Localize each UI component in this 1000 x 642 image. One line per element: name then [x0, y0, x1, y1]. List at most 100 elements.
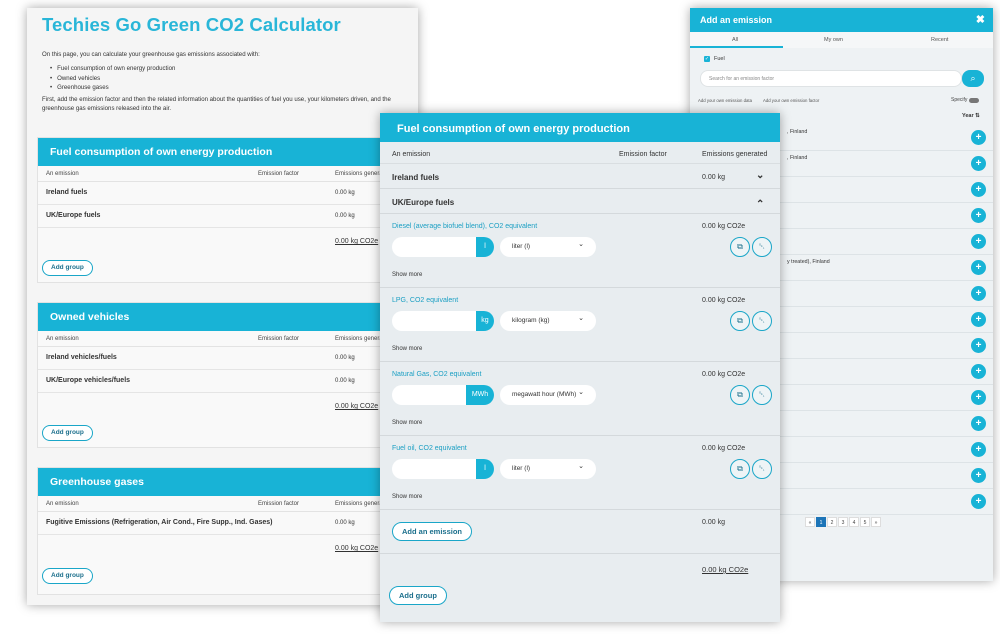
emission-name[interactable]: Fuel oil, CO2 equivalent	[392, 445, 467, 452]
group-title: Greenhouse gases	[38, 468, 408, 496]
page-prev[interactable]: «	[805, 517, 815, 527]
specify-toggle[interactable]: Specify	[951, 97, 980, 103]
search-icon[interactable]: ⌕	[962, 70, 984, 87]
page-next[interactable]: »	[871, 517, 881, 527]
add-group-button[interactable]: Add group	[42, 425, 93, 441]
add-group-button[interactable]: Add group	[42, 568, 93, 584]
quantity-input[interactable]	[392, 311, 494, 331]
page-2[interactable]: 2	[827, 517, 837, 527]
list-item[interactable]: +	[690, 177, 993, 203]
show-more-link[interactable]: Show more	[392, 272, 423, 278]
unit-badge: l	[476, 459, 494, 479]
add-own-data-link[interactable]: Add your own emission data	[698, 98, 752, 103]
tab-recent[interactable]: Recent	[931, 37, 949, 43]
quantity-input[interactable]	[392, 237, 494, 257]
intro-line: On this page, you can calculate your gre…	[42, 51, 260, 58]
column-header: An emission Emission factor Emissions ge…	[38, 166, 408, 182]
list-item[interactable]: y treated), Finland +	[690, 255, 993, 281]
add-icon[interactable]: +	[971, 260, 986, 275]
table-row[interactable]: UK/Europe vehicles/fuels 0.00 kg	[38, 370, 408, 393]
add-icon[interactable]: +	[971, 390, 986, 405]
page-5[interactable]: 5	[860, 517, 870, 527]
delete-icon[interactable]: ␡	[752, 385, 772, 405]
checkbox-icon[interactable]: ✓	[704, 56, 710, 62]
unit-select[interactable]: liter (l)	[500, 459, 596, 479]
list-item[interactable]: +	[690, 229, 993, 255]
list-item[interactable]: +	[690, 359, 993, 385]
unit-select[interactable]: kilogram (kg)	[500, 311, 596, 331]
table-row[interactable]: Ireland vehicles/fuels 0.00 kg	[38, 347, 408, 370]
show-more-link[interactable]: Show more	[392, 346, 423, 352]
table-row[interactable]: Fugitive Emissions (Refrigeration, Air C…	[38, 512, 408, 535]
unit-select[interactable]: liter (l)	[500, 237, 596, 257]
add-icon[interactable]: +	[971, 182, 986, 197]
list-item[interactable]: +	[690, 385, 993, 411]
add-icon[interactable]: +	[971, 442, 986, 457]
add-icon[interactable]: +	[971, 416, 986, 431]
show-more-link[interactable]: Show more	[392, 420, 423, 426]
list-item[interactable]: , Finland +	[690, 125, 993, 151]
list-item[interactable]: +	[690, 463, 993, 489]
list-item[interactable]: +	[690, 281, 993, 307]
table-row[interactable]: UK/Europe fuels 0.00 kg	[38, 205, 408, 228]
add-group-button[interactable]: Add group	[389, 586, 447, 605]
add-icon[interactable]: +	[971, 494, 986, 509]
add-icon[interactable]: +	[971, 338, 986, 353]
group-row-uk-europe[interactable]: UK/Europe fuels ⌃	[380, 189, 780, 214]
add-emission-row: Add an emission 0.00 kg	[380, 510, 780, 554]
list-item[interactable]: +	[690, 411, 993, 437]
chevron-up-icon[interactable]: ⌃	[756, 199, 765, 210]
page-4[interactable]: 4	[849, 517, 859, 527]
add-icon[interactable]: +	[971, 312, 986, 327]
col-factor: Emission factor	[258, 501, 300, 507]
emission-name[interactable]: Natural Gas, CO2 equivalent	[392, 371, 482, 378]
delete-icon[interactable]: ␡	[752, 237, 772, 257]
add-icon[interactable]: +	[971, 286, 986, 301]
add-own-factor-link[interactable]: Add your own emission factor	[762, 98, 820, 103]
add-icon[interactable]: +	[971, 234, 986, 249]
add-group-button[interactable]: Add group	[42, 260, 93, 276]
tab-my-own[interactable]: My own	[824, 37, 843, 43]
quantity-input[interactable]	[392, 459, 494, 479]
group-row-ireland[interactable]: Ireland fuels 0.00 kg ⌄	[380, 164, 780, 189]
show-more-link[interactable]: Show more	[392, 494, 423, 500]
delete-icon[interactable]: ␡	[752, 459, 772, 479]
emission-item: Diesel (average biofuel blend), CO2 equi…	[380, 214, 780, 288]
group-total: 0.00 kg CO2e	[335, 545, 379, 552]
add-emission-button[interactable]: Add an emission	[392, 522, 473, 541]
list-item[interactable]: +	[690, 307, 993, 333]
list-item[interactable]: +	[690, 203, 993, 229]
add-icon[interactable]: +	[971, 364, 986, 379]
list-item[interactable]: +	[690, 489, 993, 515]
list-item[interactable]: +	[690, 333, 993, 359]
add-icon[interactable]: +	[971, 156, 986, 171]
toggle-switch[interactable]	[969, 97, 980, 103]
list-item[interactable]: , Finland +	[690, 151, 993, 177]
unit-select[interactable]: megawatt hour (MWh)	[500, 385, 596, 405]
delete-icon[interactable]: ␡	[752, 311, 772, 331]
search-input[interactable]: Search for an emission factor	[700, 70, 962, 87]
add-icon[interactable]: +	[971, 130, 986, 145]
fuel-filter[interactable]: ✓ Fuel	[704, 56, 725, 62]
page-1[interactable]: 1	[816, 517, 826, 527]
copy-icon[interactable]: ⧉	[730, 311, 750, 331]
page-3[interactable]: 3	[838, 517, 848, 527]
sort-icon[interactable]: ⇅	[975, 113, 980, 119]
emission-name[interactable]: Diesel (average biofuel blend), CO2 equi…	[392, 223, 538, 230]
add-icon[interactable]: +	[971, 468, 986, 483]
tab-all[interactable]: All	[732, 37, 739, 43]
copy-icon[interactable]: ⧉	[730, 459, 750, 479]
copy-icon[interactable]: ⧉	[730, 237, 750, 257]
intro-outro: First, add the emission factor and then …	[42, 96, 391, 113]
close-icon[interactable]: ✖	[975, 14, 985, 26]
add-icon[interactable]: +	[971, 208, 986, 223]
emission-value: 0.00 kg CO2e	[702, 371, 746, 378]
group-fuel-consumption: Fuel consumption of own energy productio…	[37, 137, 409, 283]
year-sort[interactable]: Year ⇅	[962, 113, 980, 119]
copy-icon[interactable]: ⧉	[730, 385, 750, 405]
chevron-down-icon[interactable]: ⌄	[756, 170, 765, 181]
table-row[interactable]: Ireland fuels 0.00 kg	[38, 182, 408, 205]
list-item[interactable]: +	[690, 437, 993, 463]
group-owned-vehicles: Owned vehicles An emission Emission fact…	[37, 302, 409, 448]
emission-name[interactable]: LPG, CO2 equivalent	[392, 297, 459, 304]
